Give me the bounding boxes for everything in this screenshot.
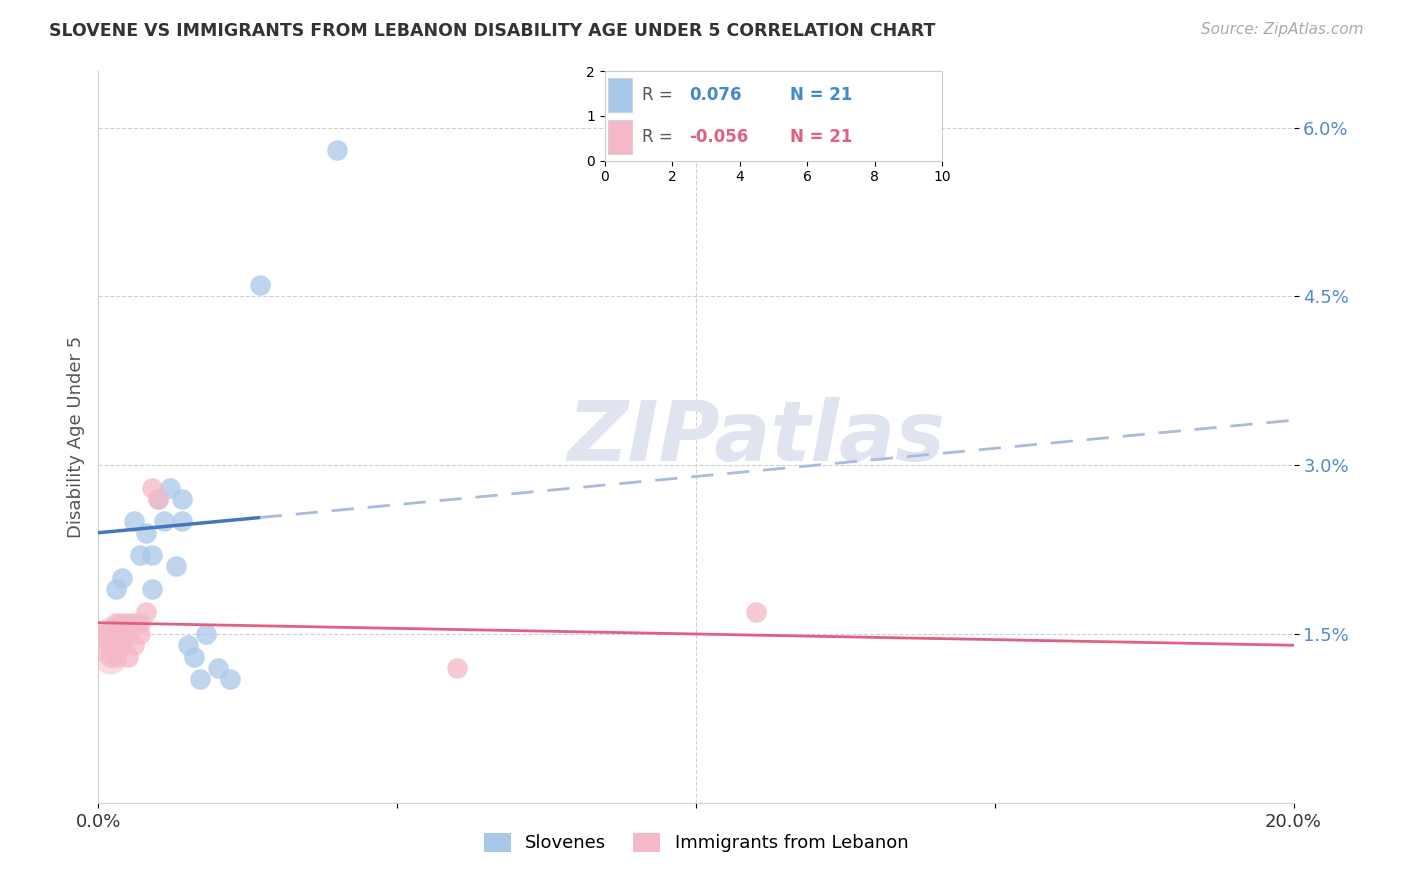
Point: [135, 605, 157, 619]
Point: [129, 615, 152, 630]
Text: -0.056: -0.056: [689, 128, 748, 146]
Bar: [607, 78, 631, 112]
Point: [98, 638, 122, 652]
Text: ZIPatlas: ZIPatlas: [567, 397, 945, 477]
Text: N = 21: N = 21: [790, 128, 852, 146]
Point: [111, 627, 134, 641]
Point: [153, 515, 176, 529]
Point: [172, 491, 194, 506]
Text: R =: R =: [641, 128, 672, 146]
Point: [326, 143, 349, 157]
Point: [105, 627, 128, 641]
Point: [195, 627, 218, 641]
Text: Source: ZipAtlas.com: Source: ZipAtlas.com: [1201, 22, 1364, 37]
Point: [124, 615, 146, 630]
Point: [111, 638, 134, 652]
Y-axis label: Disability Age Under 5: Disability Age Under 5: [66, 336, 84, 538]
Point: [745, 605, 768, 619]
Point: [219, 672, 242, 686]
Point: [93, 627, 115, 641]
Point: [141, 582, 163, 596]
Point: [111, 571, 134, 585]
Point: [124, 515, 146, 529]
Point: [135, 525, 157, 540]
Point: [93, 638, 115, 652]
Point: [98, 649, 122, 664]
Legend: Slovenes, Immigrants from Lebanon: Slovenes, Immigrants from Lebanon: [477, 826, 915, 860]
Bar: [607, 120, 631, 153]
Point: [165, 559, 187, 574]
Point: [105, 582, 128, 596]
Point: [446, 661, 468, 675]
Point: [98, 649, 122, 664]
Text: R =: R =: [641, 86, 672, 103]
Text: N = 21: N = 21: [790, 86, 852, 103]
Point: [148, 491, 170, 506]
Point: [148, 491, 170, 506]
Point: [188, 672, 211, 686]
Point: [117, 649, 139, 664]
Point: [129, 627, 152, 641]
Point: [159, 481, 181, 495]
Point: [105, 649, 128, 664]
Point: [141, 548, 163, 562]
Point: [117, 627, 139, 641]
Point: [124, 638, 146, 652]
Text: 0.076: 0.076: [689, 86, 741, 103]
Point: [249, 278, 271, 293]
Point: [207, 661, 229, 675]
Point: [105, 627, 128, 641]
Point: [177, 638, 200, 652]
Point: [105, 615, 128, 630]
Point: [98, 627, 122, 641]
Point: [172, 515, 194, 529]
Point: [141, 481, 163, 495]
Point: [111, 615, 134, 630]
Point: [129, 548, 152, 562]
Point: [117, 615, 139, 630]
Text: SLOVENE VS IMMIGRANTS FROM LEBANON DISABILITY AGE UNDER 5 CORRELATION CHART: SLOVENE VS IMMIGRANTS FROM LEBANON DISAB…: [49, 22, 935, 40]
Point: [183, 649, 205, 664]
